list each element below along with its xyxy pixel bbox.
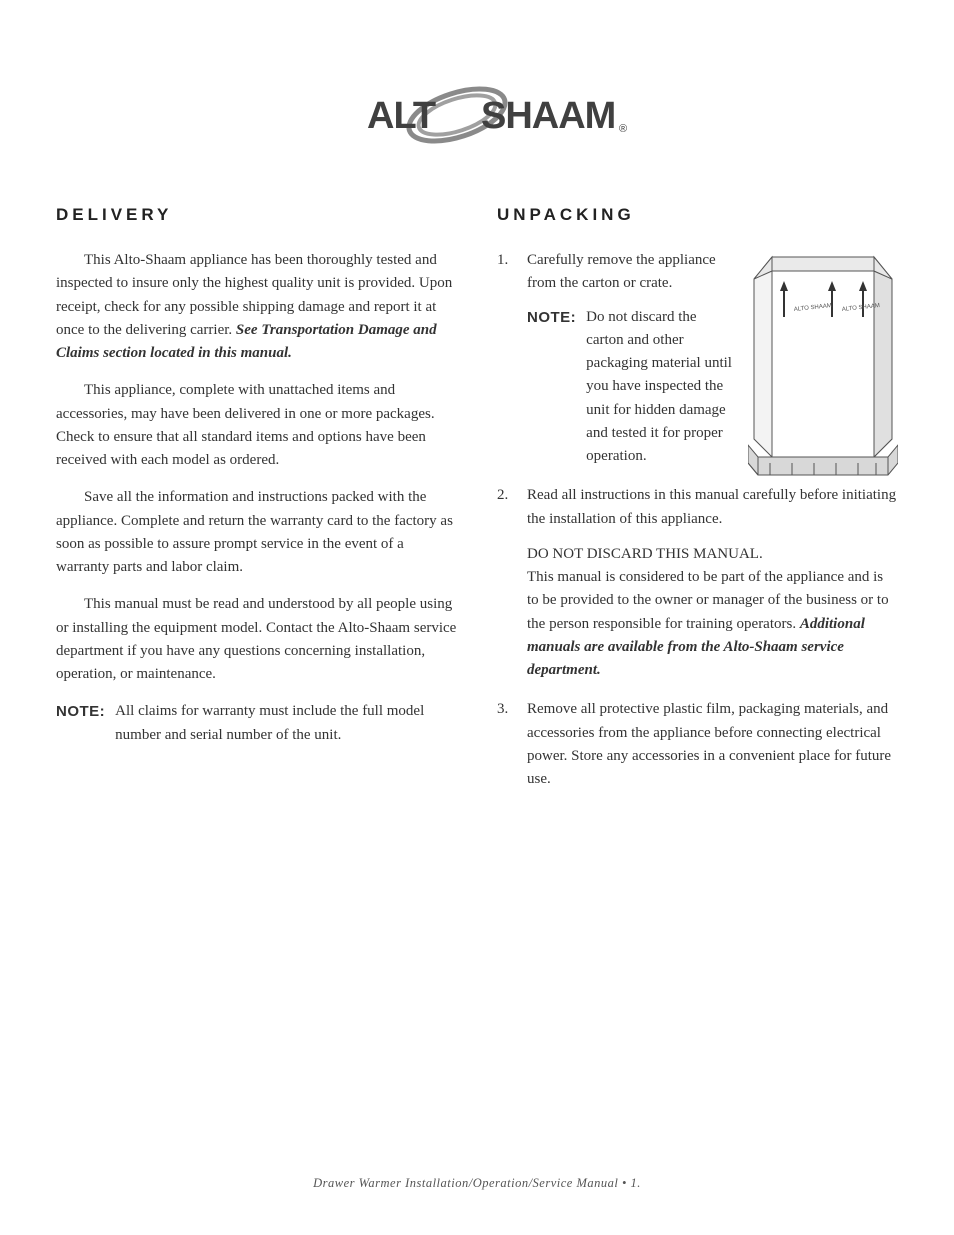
unpacking-item1-note-body: Do not discard the carton and other pack… (586, 306, 734, 469)
delivery-note: NOTE: All claims for warranty must inclu… (56, 700, 457, 747)
unpacking-item1-body: Carefully remove the appliance from the … (527, 252, 716, 291)
unpacking-item2: 2. Read all instructions in this manual … (497, 484, 898, 682)
svg-text:ALT: ALT (367, 95, 436, 137)
delivery-p1: This Alto-Shaam appliance has been thoro… (56, 249, 457, 365)
unpacking-item3-num: 3. (497, 698, 515, 791)
unpacking-item2-body: Read all instructions in this manual car… (527, 487, 896, 526)
left-column: DELIVERY This Alto-Shaam appliance has b… (56, 205, 457, 807)
right-column: UNPACKING 1. Carefully remove the applia… (497, 205, 898, 807)
unpacking-item1: 1. Carefully remove the appliance from t… (497, 249, 734, 468)
unpacking-item3: 3. Remove all protective plastic film, p… (497, 698, 898, 791)
delivery-note-label: NOTE: (56, 700, 105, 747)
delivery-p4: This manual must be read and understood … (56, 593, 457, 686)
unpacking-item1-num: 1. (497, 249, 515, 468)
two-column-layout: DELIVERY This Alto-Shaam appliance has b… (56, 205, 898, 807)
crate-illustration: ALTO SHAAM ALTO SHAAM (748, 249, 898, 484)
svg-text:®: ® (619, 123, 627, 135)
unpacking-item1-note: NOTE: Do not discard the carton and othe… (527, 306, 734, 469)
unpacking-header: UNPACKING (497, 205, 898, 225)
unpacking-item1-wrap: 1. Carefully remove the appliance from t… (497, 249, 898, 484)
brand-logo: ALT SHAAM ® (56, 60, 898, 175)
delivery-p3: Save all the information and instruction… (56, 486, 457, 579)
page-footer: Drawer Warmer Installation/Operation/Ser… (0, 1176, 954, 1191)
delivery-header: DELIVERY (56, 205, 457, 225)
delivery-note-body: All claims for warranty must include the… (115, 700, 457, 747)
delivery-p2: This appliance, complete with unattached… (56, 379, 457, 472)
unpacking-item3-body: Remove all protective plastic film, pack… (527, 698, 898, 791)
svg-text:SHAAM: SHAAM (481, 95, 615, 137)
alto-shaam-logo-svg: ALT SHAAM ® (327, 60, 627, 170)
unpacking-item1-note-label: NOTE: (527, 306, 576, 469)
unpacking-item2-num: 2. (497, 484, 515, 682)
unpacking-item2-sub-a: DO NOT DISCARD THIS MANUAL. (527, 546, 763, 562)
